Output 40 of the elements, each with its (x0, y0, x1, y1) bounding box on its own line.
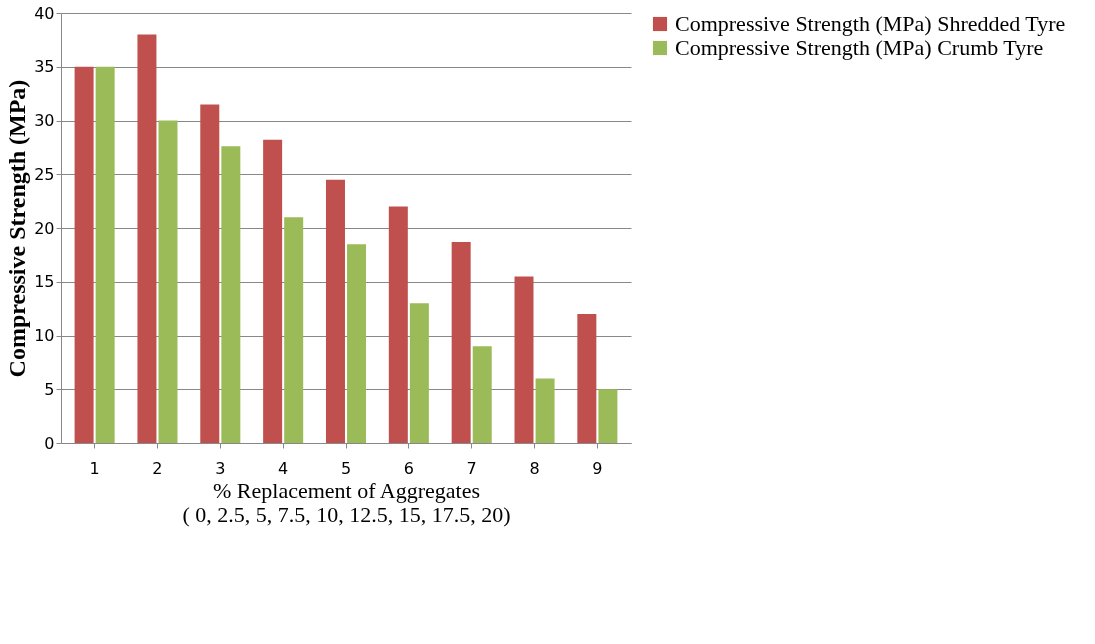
bar (347, 244, 367, 443)
bar (158, 120, 178, 443)
x-tick-label: 1 (89, 458, 100, 478)
y-tick-label: 0 (44, 433, 55, 453)
y-tick-label: 5 (44, 379, 55, 399)
legend-label: Compressive Strength (MPa) Shredded Tyre (675, 11, 1066, 36)
bar (409, 303, 429, 443)
y-tick-label: 15 (34, 272, 55, 292)
x-tick-label: 9 (592, 458, 603, 478)
x-tick-label: 6 (403, 458, 414, 478)
x-tick-label: 4 (278, 458, 289, 478)
bar (451, 241, 471, 443)
bar (514, 276, 534, 443)
bar (221, 146, 241, 443)
bar (535, 378, 555, 443)
y-tick-label: 30 (34, 111, 55, 130)
y-tick-label: 20 (34, 218, 55, 238)
x-tick-label: 3 (215, 458, 226, 478)
bar (325, 179, 345, 443)
x-tick-label: 8 (529, 458, 540, 478)
y-axis-title: Compressive Strength (MPa) (4, 79, 31, 378)
bar (388, 206, 408, 443)
y-tick-label: 40 (34, 3, 55, 23)
bar (137, 34, 157, 443)
legend-label: Compressive Strength (MPa) Crumb Tyre (675, 35, 1044, 60)
bar (577, 314, 597, 443)
y-tick-label: 35 (34, 57, 55, 77)
y-tick-label: 25 (34, 164, 55, 184)
bar (598, 389, 618, 443)
bar (95, 66, 115, 443)
x-tick-label: 5 (340, 458, 352, 478)
bar (74, 66, 94, 443)
bar (263, 139, 283, 443)
bar (472, 346, 492, 443)
bar (284, 217, 304, 443)
x-axis-title: % Replacement of Aggregates ( 0, 2.5, 5, 7.5, 10, 12.5, 15, 17.5, 20) (182, 477, 511, 527)
y-tick-label: 10 (34, 326, 55, 345)
x-tick-label: 7 (466, 458, 477, 478)
x-tick-label: 2 (152, 458, 163, 478)
bar (200, 104, 220, 443)
